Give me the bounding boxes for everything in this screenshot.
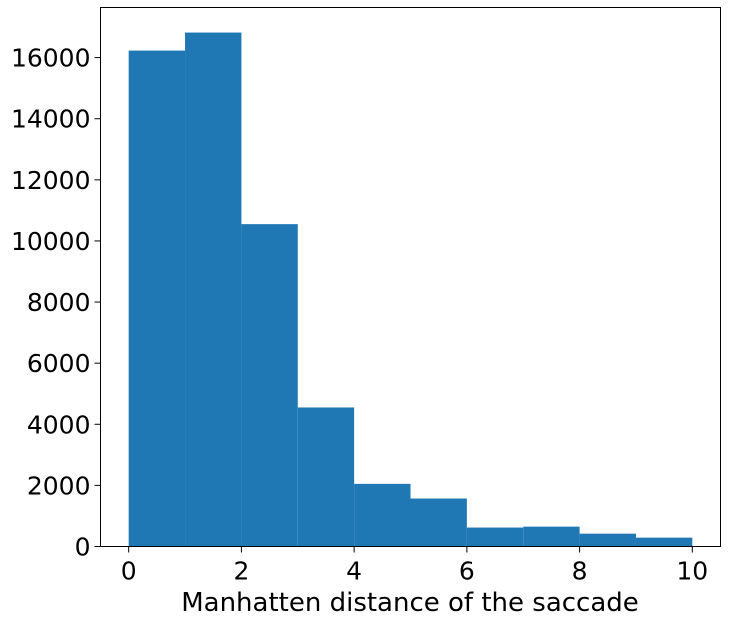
x-axis-ticks: 0 2 4 6 8 10 — [121, 546, 708, 586]
y-tick-label: 16000 — [11, 44, 91, 73]
y-tick-label: 14000 — [11, 105, 91, 134]
histogram-bar — [354, 483, 411, 547]
x-tick-label: 4 — [346, 557, 362, 586]
plot-frame — [100, 7, 721, 547]
y-tick-label: 0 — [75, 533, 91, 562]
y-tick-label: 8000 — [27, 288, 91, 317]
x-tick-label: 6 — [459, 557, 475, 586]
histogram-bar — [410, 498, 467, 547]
histogram-bar — [466, 527, 524, 547]
bars-group — [128, 32, 693, 547]
x-tick-label: 8 — [572, 557, 588, 586]
x-tick-label: 2 — [233, 557, 249, 586]
y-tick-label: 10000 — [11, 227, 91, 256]
histogram-bar — [579, 533, 636, 547]
histogram-bar — [297, 407, 355, 547]
y-tick-label: 6000 — [27, 349, 91, 378]
histogram-bar — [241, 224, 298, 547]
histogram-bar — [523, 526, 580, 547]
histogram-bar — [635, 537, 693, 547]
y-tick-label: 4000 — [27, 410, 91, 439]
y-axis-ticks: 0 2000 4000 6000 8000 10000 12000 14000 16000 — [11, 44, 101, 562]
x-tick-label: 10 — [676, 557, 708, 586]
histogram-bar — [185, 32, 242, 547]
y-tick-label: 2000 — [27, 471, 91, 500]
y-tick-label: 12000 — [11, 166, 91, 195]
histogram-bar — [128, 50, 186, 547]
x-axis-title: Manhatten distance of the saccade — [181, 588, 639, 618]
x-tick-label: 0 — [121, 557, 137, 586]
